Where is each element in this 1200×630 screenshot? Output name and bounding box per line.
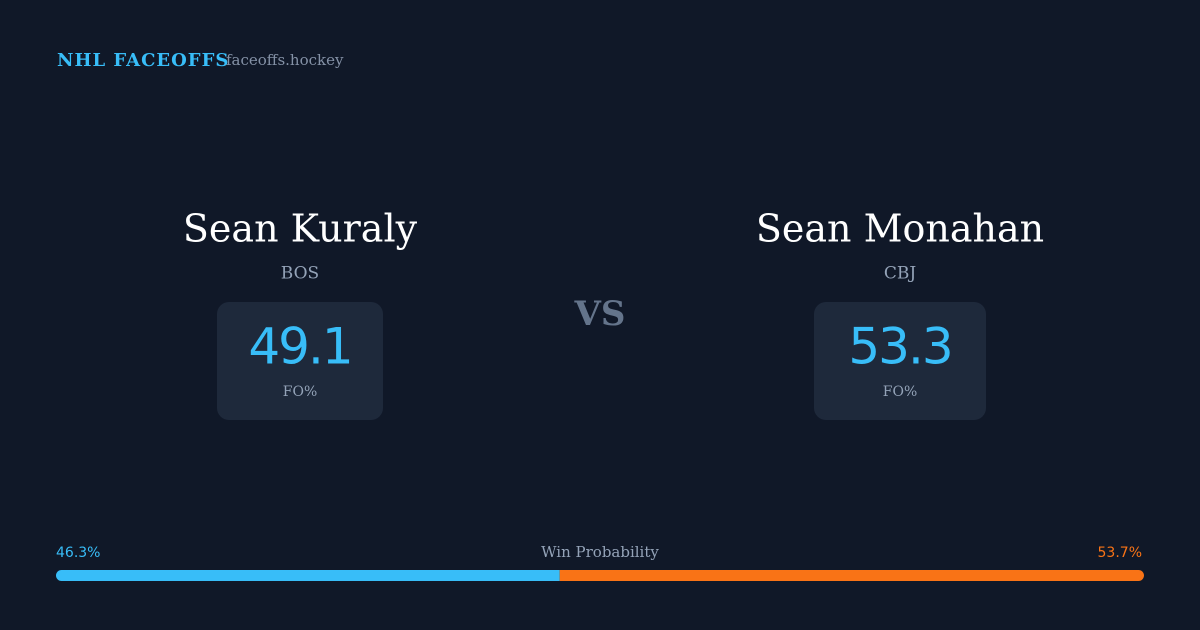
stat-box [217,302,383,420]
player-name: Sean Kuraly [183,207,418,251]
prob-segment [56,570,560,581]
brand-title: NHL FACEOFFS [57,50,229,71]
fo-value: 49.1 [248,318,351,376]
player-team: BOS [281,264,319,284]
prob-label-right: 53.7% [1098,545,1142,561]
fo-label: FO% [283,384,318,400]
prob-segment [559,570,1144,581]
fo-label: FO% [883,384,918,400]
vs: VS [574,294,626,334]
prob-title: Win Probability [541,543,659,561]
site-name: faceoffs.hockey [226,51,344,69]
stat-box [814,302,986,420]
prob-bar [56,570,1144,581]
player-team: CBJ [884,264,917,284]
player-name: Sean Monahan [756,207,1044,251]
prob-label-left: 46.3% [56,545,100,561]
fo-value: 53.3 [848,318,951,376]
